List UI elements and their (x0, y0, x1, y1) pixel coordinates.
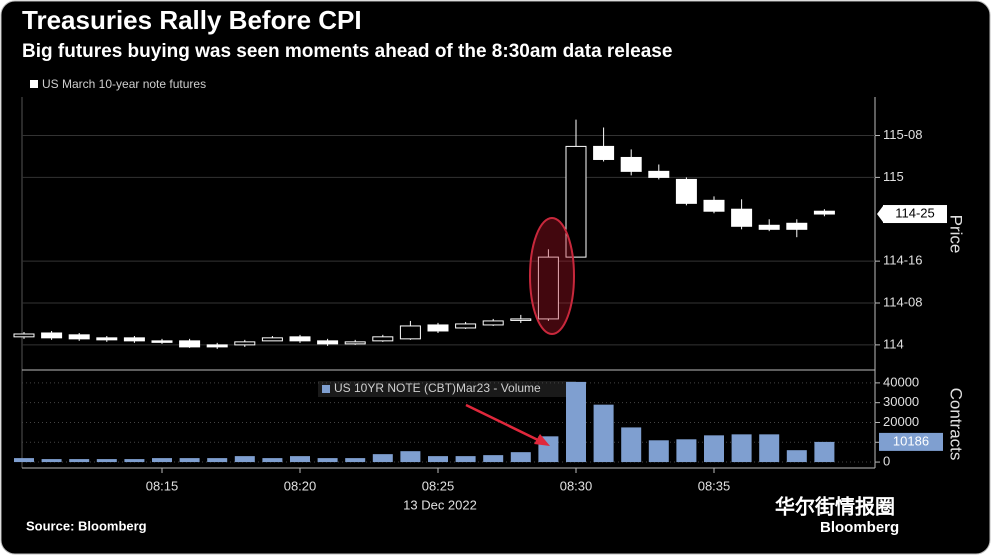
last-price-box (883, 205, 947, 224)
volume-bar (372, 454, 393, 463)
volume-bar (510, 452, 531, 463)
volume-bar (317, 458, 338, 463)
y2-tick-label: 30000 (883, 394, 919, 409)
volume-bar (704, 435, 724, 463)
volume-bar (566, 381, 586, 463)
annotation-arrow (465, 403, 541, 443)
y-tick-label: 114-08 (883, 294, 923, 309)
candle-body (317, 340, 339, 345)
candle-body (68, 334, 90, 340)
candle-body (703, 199, 725, 212)
volume-bar (621, 427, 642, 463)
x-tick-label: 08:20 (284, 478, 317, 493)
candle-body (399, 325, 421, 340)
plot-area: 114114-08114-16115115-080100002000030000… (13, 119, 947, 493)
x-tick-label: 08:15 (146, 478, 179, 493)
y2-tick-label: 40000 (883, 374, 919, 389)
x-tick-label: 08:35 (698, 478, 731, 493)
candle-body (813, 210, 835, 215)
candle-body (234, 341, 256, 346)
volume-bar (483, 455, 504, 463)
chart-subtitle: Big futures buying was seen moments ahea… (22, 41, 672, 62)
volume-bar (648, 440, 669, 463)
volume-bar (759, 434, 780, 463)
last-volume-box (879, 432, 943, 451)
candle-body (123, 337, 145, 342)
candle-body (537, 256, 559, 320)
candle-body (372, 336, 394, 342)
volume-bar (152, 458, 172, 463)
volume-bar (731, 434, 752, 463)
volume-bar (428, 456, 448, 463)
x-tick-label: 08:25 (422, 478, 455, 493)
y2-axis-label: Contracts (947, 388, 966, 461)
volume-bar (207, 458, 228, 463)
y-tick-label: 114-16 (883, 253, 923, 268)
volume-bar (400, 451, 421, 463)
y2-tick-label: 20000 (883, 414, 919, 429)
candle-body (731, 208, 753, 227)
chart-title: Treasuries Rally Before CPI (22, 5, 362, 35)
candle-body (648, 170, 670, 178)
legend-background (318, 381, 576, 397)
highlight-ellipse (529, 217, 575, 335)
last-price-label: 114-25 (895, 205, 935, 220)
candle-body (620, 156, 642, 172)
candle-body (41, 332, 63, 339)
volume-bar (96, 459, 117, 463)
source: Source: Bloomberg (26, 518, 147, 533)
arrow-head (534, 434, 550, 446)
candle-body (206, 344, 228, 348)
volume-bar (290, 456, 310, 463)
y-axis-label: Price (947, 215, 966, 254)
volume-bar (786, 450, 807, 463)
volume-bar (676, 439, 697, 463)
candle-body (427, 324, 449, 332)
volume-bar (14, 458, 34, 463)
candle-body (289, 336, 311, 342)
x-tick-label: 08:30 (560, 478, 593, 493)
candle-body (96, 337, 118, 341)
last-price-marker (877, 206, 883, 223)
candle-body (455, 323, 477, 329)
legend-label: US March 10-year note futures (42, 77, 206, 91)
candle-body (482, 320, 504, 326)
volume-bar (41, 459, 62, 463)
date-label: 13 Dec 2022 (403, 497, 477, 512)
y-tick-label: 115-08 (883, 127, 923, 142)
candle-body (179, 340, 201, 348)
volume-bar (455, 456, 476, 463)
legend-label: US 10YR NOTE (CBT)Mar23 - Volume (334, 381, 541, 395)
candle-body (565, 145, 587, 258)
volume-bar (234, 456, 255, 463)
watermark: 华尔街情报圈 (775, 494, 895, 518)
candle-body (151, 340, 173, 343)
legend-swatch (322, 385, 330, 393)
candle-body (344, 341, 366, 345)
volume-bar (124, 459, 145, 463)
candle-body (510, 318, 532, 321)
last-volume-label: 10186 (893, 433, 929, 448)
candle-body (675, 178, 697, 204)
volume-bar (69, 459, 90, 463)
volume-bar (814, 441, 835, 463)
candle-body (261, 337, 283, 342)
y-tick-label: 115 (883, 169, 904, 184)
candle-body (758, 224, 780, 230)
volume-bar (345, 458, 366, 463)
volume-bar (262, 458, 283, 463)
legend-swatch (30, 80, 38, 88)
candle-body (786, 222, 808, 230)
logo: Bloomberg (820, 519, 899, 536)
volume-bar (179, 458, 200, 463)
y-tick-label: 114 (883, 336, 904, 351)
candle-body (13, 333, 35, 338)
volume-bar (593, 404, 614, 463)
candle-body (593, 145, 615, 160)
y2-tick-label: 0 (883, 453, 890, 468)
